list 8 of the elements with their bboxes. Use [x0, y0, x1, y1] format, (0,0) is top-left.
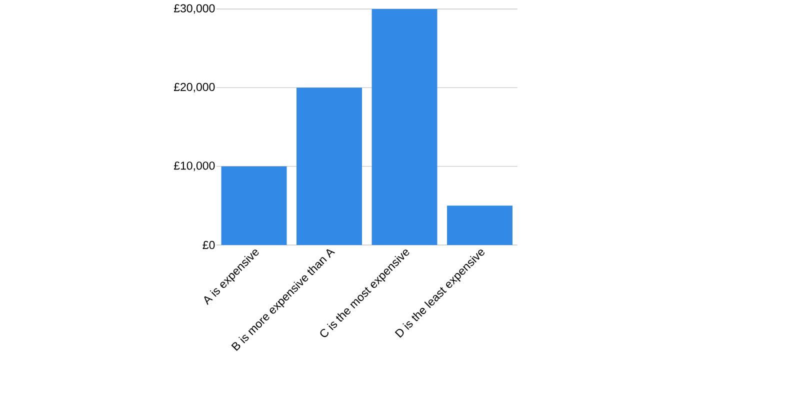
bar: [221, 166, 287, 245]
bar: [296, 88, 362, 245]
y-tick-label: £20,000: [174, 82, 215, 92]
bar: [372, 9, 438, 245]
y-tick-label: £30,000: [174, 4, 215, 14]
y-tick-label: £10,000: [174, 162, 215, 172]
bar: [447, 206, 512, 245]
y-tick-label: £0: [202, 240, 215, 250]
